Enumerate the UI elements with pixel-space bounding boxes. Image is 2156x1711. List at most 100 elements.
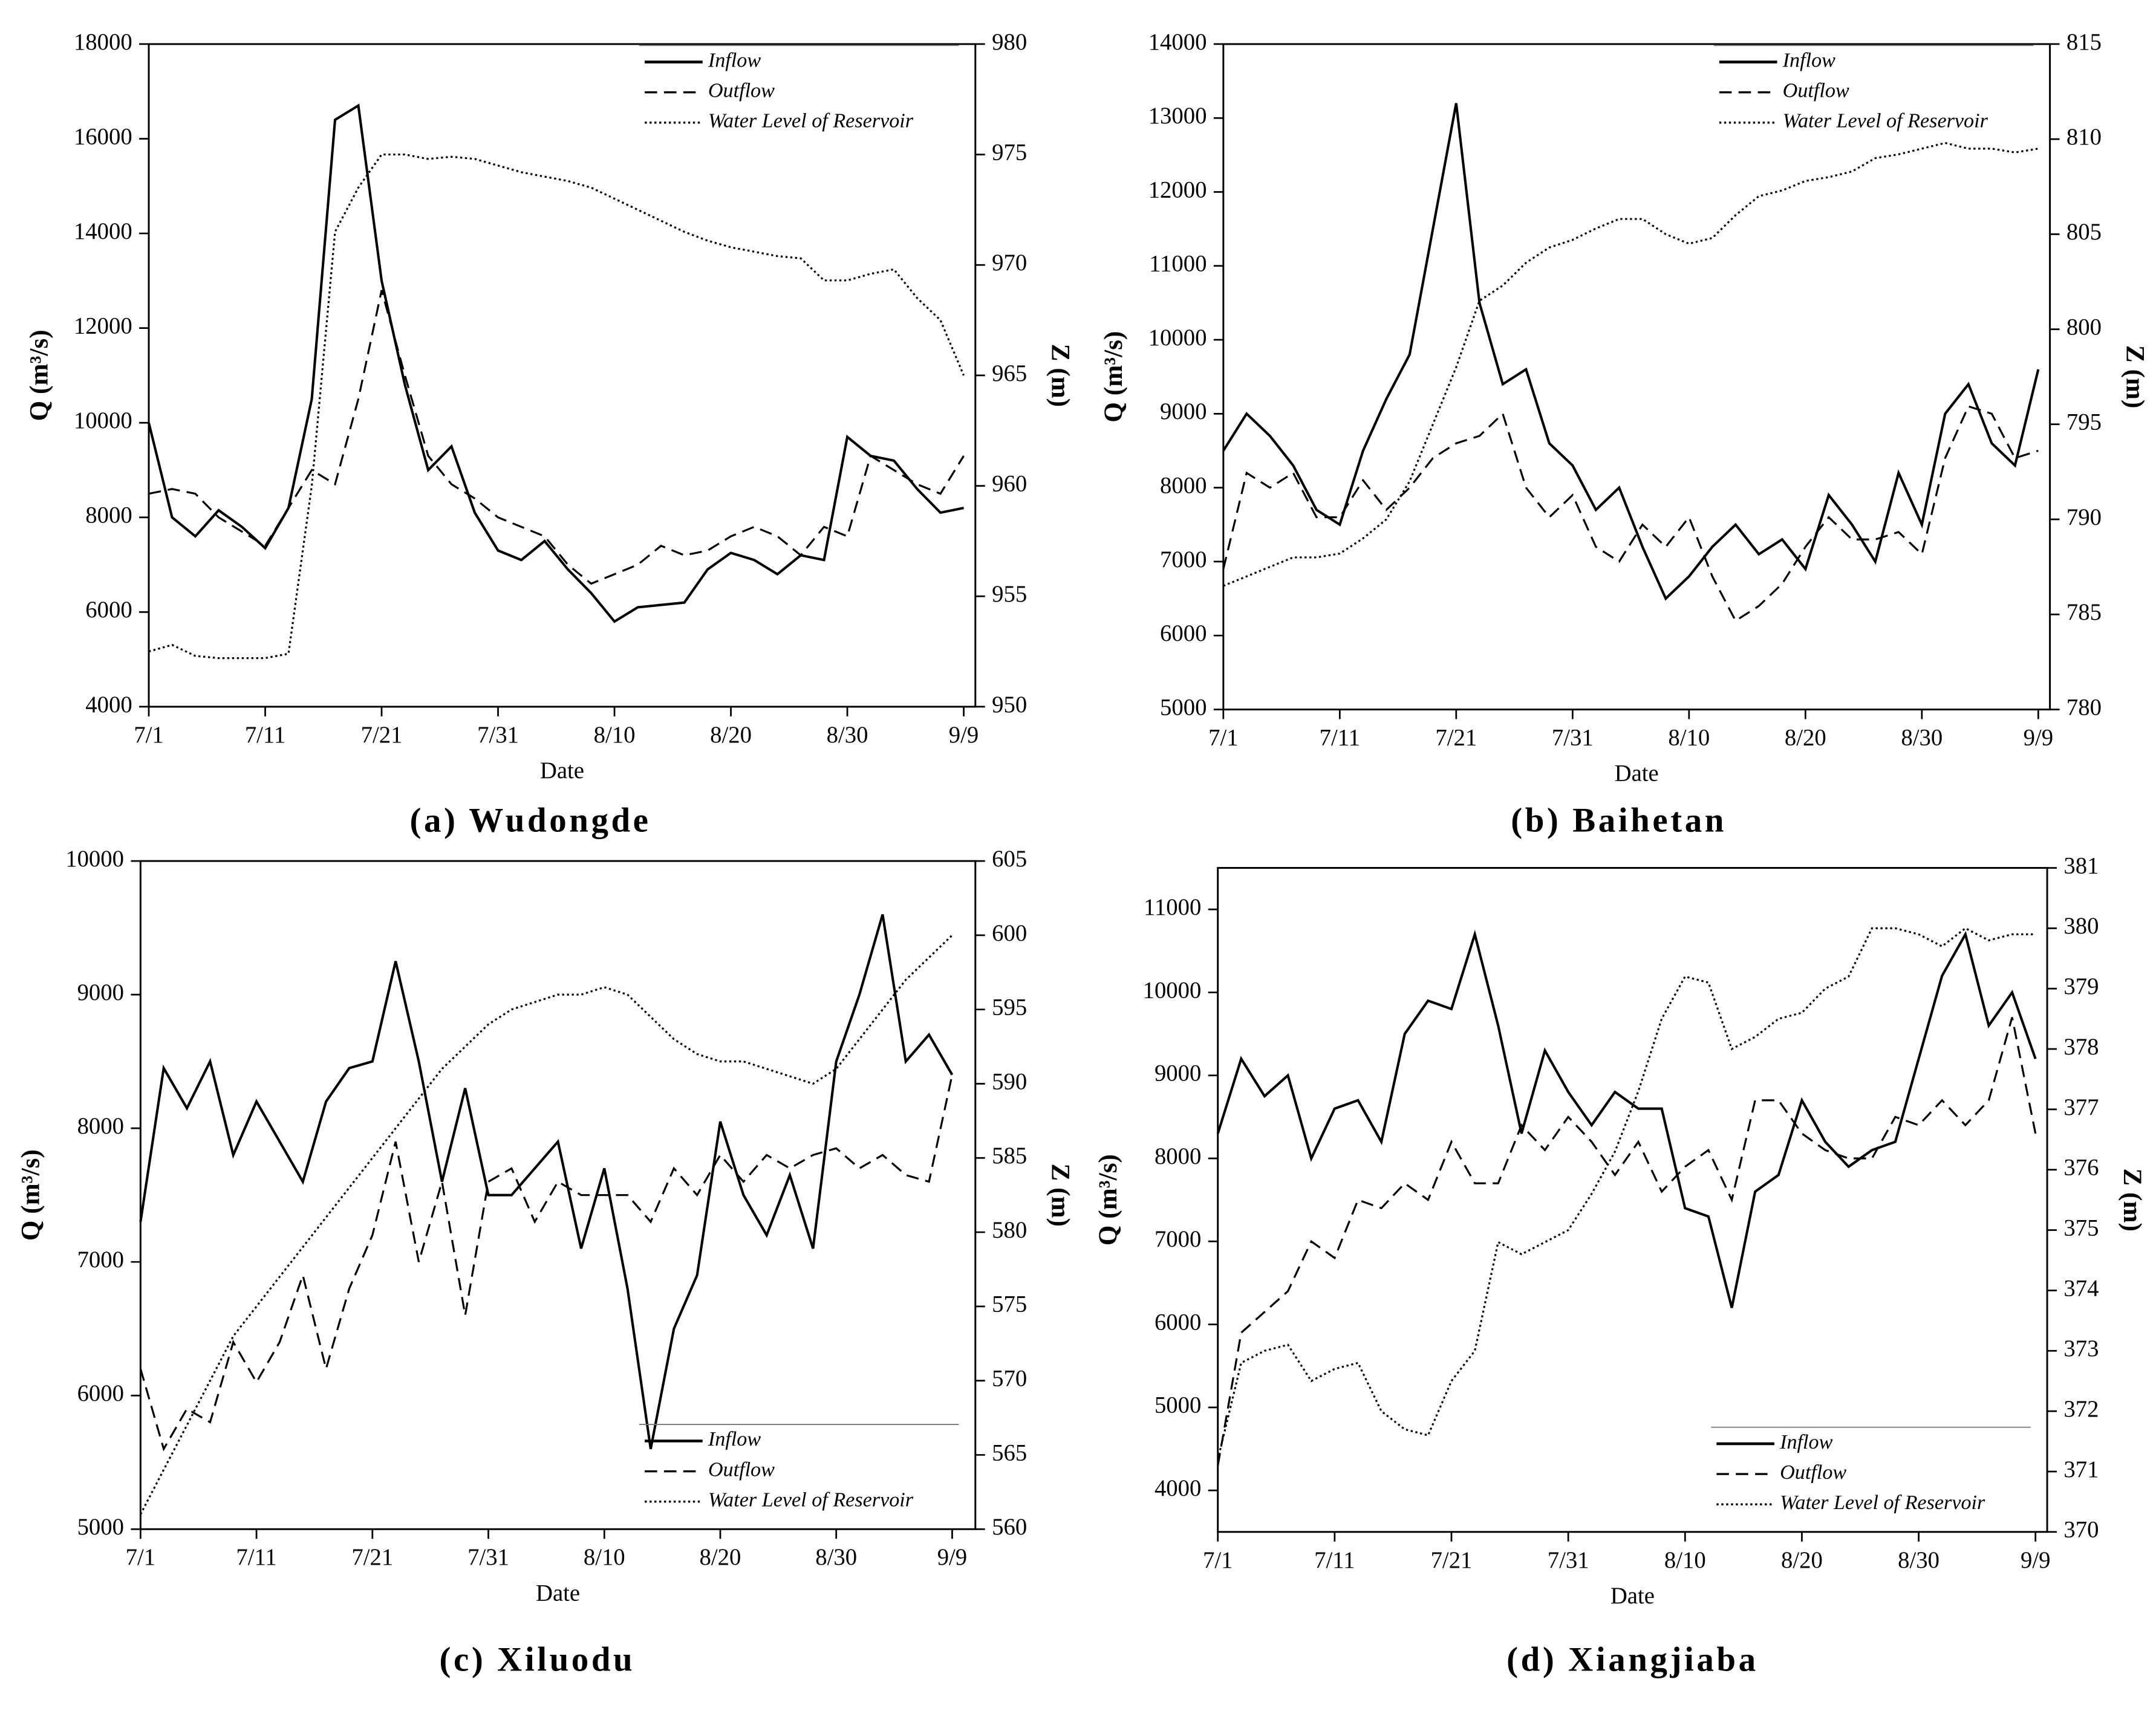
y2-tick-label: 585 [992, 1143, 1027, 1169]
x-axis-label: Date [536, 1580, 580, 1606]
x-tick-label: 8/10 [1664, 1547, 1706, 1573]
x-tick-label: 7/11 [1320, 724, 1360, 750]
x-tick-label: 8/20 [1785, 724, 1826, 750]
chart-title: (c) Xiluodu [440, 1640, 636, 1678]
y-tick-label: 18000 [74, 29, 132, 55]
series-line [148, 153, 965, 660]
series-line [139, 934, 953, 1515]
x-axis-label: Date [540, 758, 584, 784]
y-tick-label: 8000 [77, 1113, 124, 1139]
y2-tick-label: 950 [992, 692, 1027, 718]
x-tick-label: 7/21 [1435, 724, 1477, 750]
y2-tick-label: 795 [2066, 409, 2102, 435]
y-tick-label: 10000 [74, 407, 132, 433]
y2-axis-label: Z (m) [1046, 344, 1075, 407]
plot-frame [139, 860, 977, 1530]
y2-axis-label: Z (m) [1046, 1163, 1075, 1227]
y-tick-label: 10000 [1143, 977, 1202, 1003]
x-tick-label: 8/20 [1781, 1547, 1823, 1573]
y-tick-label: 8000 [1155, 1143, 1201, 1169]
y-tick-label: 14000 [1148, 29, 1207, 55]
y-tick-label: 14000 [74, 218, 132, 244]
y-tick-label: 4000 [85, 692, 132, 718]
y2-tick-label: 575 [992, 1291, 1027, 1317]
y-tick-label: 11000 [1149, 251, 1207, 277]
y2-tick-label: 800 [2066, 314, 2102, 340]
x-tick-label: 8/20 [710, 722, 752, 748]
legend-label: Inflow [1779, 1431, 1832, 1453]
y2-tick-label: 790 [2066, 504, 2102, 530]
y2-tick-label: 810 [2066, 124, 2102, 150]
y2-tick-label: 605 [992, 846, 1027, 872]
legend-label: Outflow [1780, 1461, 1846, 1484]
legend-label: Outflow [708, 80, 775, 102]
x-tick-label: 8/30 [815, 1544, 857, 1570]
x-tick-label: 8/10 [584, 1544, 625, 1570]
y2-tick-label: 600 [992, 920, 1027, 946]
series-line [1217, 1017, 2037, 1466]
y2-tick-label: 965 [992, 360, 1027, 386]
x-tick-label: 7/31 [1548, 1547, 1589, 1573]
legend-label: Water Level of Reservoir [708, 110, 914, 132]
x-axis-label: Date [1610, 1583, 1655, 1609]
x-tick-label: 8/30 [1898, 1547, 1939, 1573]
x-tick-label: 8/10 [1668, 724, 1710, 750]
legend-label: Inflow [1782, 49, 1835, 71]
x-tick-label: 9/9 [949, 722, 979, 748]
y-tick-label: 5000 [1160, 694, 1207, 720]
y2-tick-label: 960 [992, 470, 1027, 496]
y-tick-label: 6000 [85, 597, 132, 623]
plot-frame [1222, 43, 2051, 710]
y-tick-label: 7000 [1160, 547, 1207, 573]
x-tick-label: 8/30 [827, 722, 868, 748]
chart: 7/1 7/11 7/21 7/31 8/10 8/20 8/30 9/9 5000 6000 70… [16, 846, 1075, 1678]
x-tick-label: 8/20 [700, 1544, 741, 1570]
x-tick-label: 8/10 [594, 722, 636, 748]
x-tick-label: 7/11 [236, 1544, 276, 1570]
y2-tick-label: 379 [2063, 973, 2099, 999]
y-tick-label: 7000 [77, 1247, 124, 1273]
series-line [148, 103, 964, 623]
y-tick-label: 8000 [1160, 473, 1207, 499]
chart-title: (b) Baihetan [1511, 802, 1727, 840]
y-tick-label: 7000 [1155, 1226, 1201, 1252]
y-tick-label: 11000 [1144, 894, 1201, 920]
series-line [139, 914, 954, 1450]
y2-tick-label: 380 [2063, 913, 2099, 939]
chart-title: (a) Wudongde [410, 802, 651, 840]
y-tick-label: 12000 [1148, 177, 1207, 203]
y-tick-label: 9000 [77, 979, 124, 1005]
x-tick-label: 7/1 [1208, 724, 1238, 750]
y2-axis-label: Z (m) [2118, 1168, 2147, 1232]
x-tick-label: 7/11 [245, 722, 285, 748]
y2-tick-label: 372 [2063, 1396, 2099, 1422]
x-tick-label: 7/11 [1314, 1547, 1355, 1573]
legend-label: Inflow [708, 1428, 761, 1450]
legend-label: Water Level of Reservoir [708, 1489, 914, 1511]
y-axis-label: Q (m³/s) [1093, 1154, 1122, 1245]
y-tick-label: 5000 [77, 1514, 124, 1540]
y-tick-label: 10000 [65, 846, 124, 872]
y2-tick-label: 815 [2066, 29, 2102, 55]
y2-tick-label: 970 [992, 250, 1027, 276]
chart: 7/1 7/11 7/21 7/31 8/10 8/20 8/30 9/9 5000 6000 70… [1099, 29, 2149, 840]
y2-tick-label: 780 [2066, 694, 2102, 720]
chart: 7/1 7/11 7/21 7/31 8/10 8/20 8/30 9/9 4000 6000 80… [24, 29, 1075, 840]
y2-tick-label: 370 [2063, 1517, 2099, 1543]
y2-tick-label: 980 [992, 29, 1027, 55]
y2-tick-label: 378 [2063, 1034, 2099, 1060]
y-tick-label: 13000 [1148, 103, 1207, 129]
x-tick-label: 7/21 [361, 722, 403, 748]
x-tick-label: 7/31 [467, 1544, 509, 1570]
y-axis-label: Q (m³/s) [1099, 331, 1128, 423]
chart: 7/1 7/11 7/21 7/31 8/10 8/20 8/30 9/9 4000 5000 60… [1093, 852, 2147, 1678]
y-tick-label: 4000 [1155, 1475, 1201, 1501]
y2-tick-label: 975 [992, 139, 1027, 165]
y2-tick-label: 785 [2066, 599, 2102, 625]
series-line [1222, 405, 2039, 623]
x-tick-label: 7/1 [134, 722, 163, 748]
x-axis-label: Date [1615, 761, 1659, 787]
series-line [1217, 927, 2036, 1460]
x-tick-label: 7/1 [126, 1544, 155, 1570]
x-tick-label: 9/9 [937, 1544, 967, 1570]
